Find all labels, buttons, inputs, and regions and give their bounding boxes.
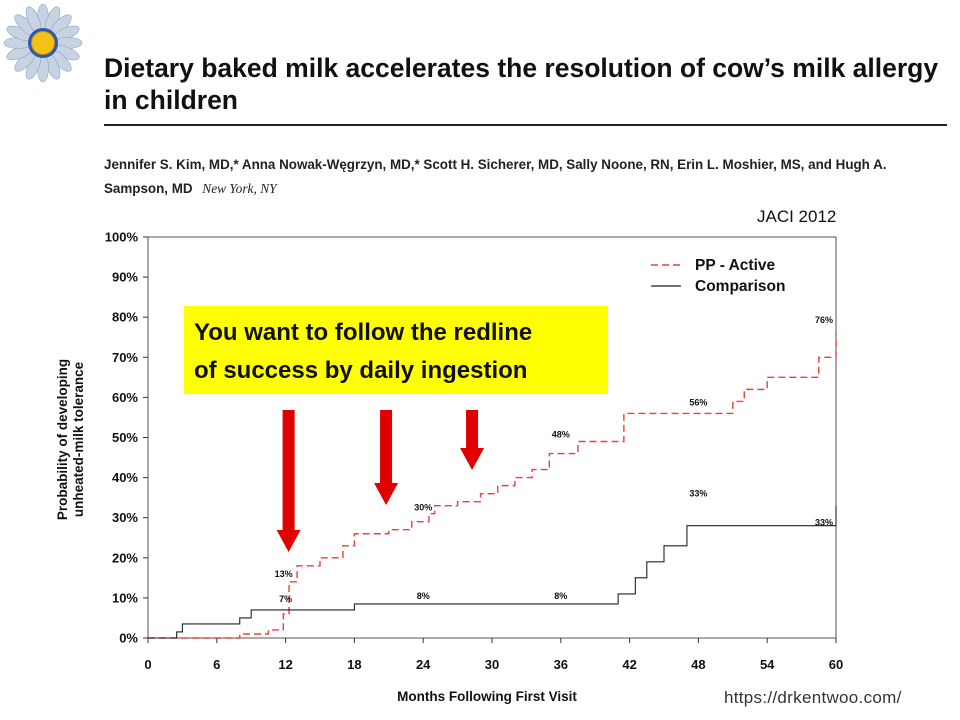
legend-label-comparison: Comparison	[695, 278, 785, 295]
down-arrow-icon	[374, 410, 399, 505]
logo-center	[31, 31, 55, 55]
y-tick-label: 100%	[105, 230, 139, 245]
x-axis-title: Months Following First Visit	[397, 689, 577, 704]
x-tick-label: 48	[691, 657, 705, 672]
data-label: 7%	[279, 594, 292, 604]
data-label: 13%	[275, 569, 293, 579]
data-label: 33%	[815, 518, 833, 528]
data-label: 8%	[417, 591, 430, 601]
slide-title: Dietary baked milk accelerates the resol…	[104, 53, 939, 115]
y-tick-label: 70%	[112, 350, 138, 365]
y-tick-label: 10%	[112, 590, 138, 605]
x-tick-label: 12	[278, 657, 292, 672]
series-line-comparison	[148, 505, 837, 639]
data-label: 56%	[689, 397, 707, 407]
x-tick-label: 6	[213, 657, 220, 672]
x-tick-label: 36	[554, 657, 568, 672]
source-url: https://drkentwoo.com/	[724, 688, 902, 707]
title-divider	[104, 124, 947, 126]
x-tick-label: 18	[347, 657, 361, 672]
plot-frame	[147, 236, 837, 639]
y-axis-title-line-1: Probability of developing	[55, 359, 70, 520]
y-tick-label: 0%	[119, 631, 138, 646]
x-tick-label: 60	[829, 657, 843, 672]
x-tick-label: 54	[760, 657, 775, 672]
down-arrow-icon	[276, 410, 301, 552]
x-tick-label: 30	[485, 657, 499, 672]
data-label: 30%	[414, 503, 432, 513]
author-list: Jennifer S. Kim, MD,* Anna Nowak-Węgrzyn…	[104, 153, 954, 201]
x-tick-label: 0	[144, 657, 151, 672]
sunflower-logo-icon	[3, 3, 83, 83]
y-tick-label: 50%	[112, 430, 138, 445]
y-axis-title-line-2: unheated-milk tolerance	[71, 361, 86, 517]
data-label: 8%	[554, 591, 567, 601]
authors-text: Jennifer S. Kim, MD,* Anna Nowak-Węgrzyn…	[104, 157, 887, 196]
journal-citation: JACI 2012	[757, 207, 837, 226]
y-tick-label: 20%	[112, 550, 138, 565]
callout-box: You want to follow the redline of succes…	[184, 306, 608, 394]
x-tick-label: 42	[622, 657, 636, 672]
data-label: 76%	[815, 315, 833, 325]
callout-line-1: You want to follow the redline	[194, 319, 533, 346]
callout-line-2: of success by daily ingestion	[194, 357, 528, 384]
author-location: New York, NY	[202, 181, 277, 196]
data-label: 48%	[552, 430, 570, 440]
y-tick-label: 90%	[112, 270, 138, 285]
y-tick-label: 60%	[112, 390, 138, 405]
down-arrow-icon	[460, 410, 485, 470]
legend-label-pp-active: PP - Active	[695, 257, 775, 274]
data-label: 33%	[689, 489, 707, 499]
series-line-pp-active	[148, 333, 837, 639]
x-tick-label: 24	[416, 657, 431, 672]
y-tick-label: 40%	[112, 470, 138, 485]
y-tick-label: 80%	[112, 310, 138, 325]
y-tick-label: 30%	[112, 510, 138, 525]
